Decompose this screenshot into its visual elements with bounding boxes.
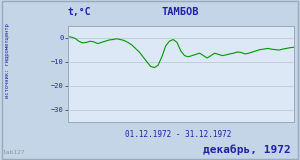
Text: lab127: lab127: [3, 150, 26, 155]
Text: ТАМБОВ: ТАМБОВ: [161, 7, 199, 17]
Text: декабрь, 1972: декабрь, 1972: [203, 145, 291, 155]
Text: t,°C: t,°C: [68, 7, 91, 17]
Text: 01.12.1972 - 31.12.1972: 01.12.1972 - 31.12.1972: [125, 130, 232, 139]
Text: источник: гидрометцентр: источник: гидрометцентр: [5, 23, 10, 98]
